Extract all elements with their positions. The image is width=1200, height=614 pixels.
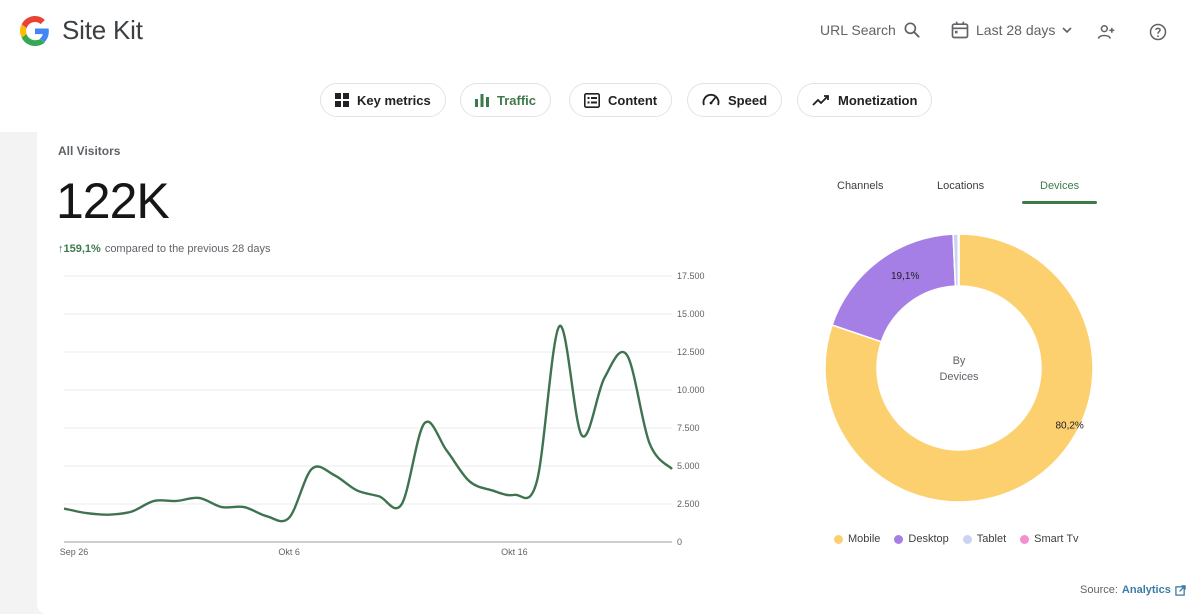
calendar-icon [951, 21, 969, 39]
active-tab-indicator [1022, 201, 1097, 204]
chip-traffic[interactable]: Traffic [460, 83, 552, 117]
list-icon [584, 92, 600, 108]
slice-label: 80,2% [1055, 420, 1083, 431]
grid-icon [335, 93, 349, 107]
add-user-button[interactable] [1096, 22, 1116, 42]
trending-up-icon [812, 95, 829, 106]
legend-dot [834, 534, 843, 544]
chevron-down-icon [1062, 27, 1072, 34]
legend-label: Tablet [976, 533, 1007, 545]
y-tick-label: 7.500 [677, 423, 700, 433]
section-title: All Visitors [58, 144, 121, 158]
x-tick-label: Okt 16 [501, 547, 528, 557]
source-attribution: Source: Analytics [1080, 584, 1186, 596]
devices-donut-chart: 80,2% 19,1% By Devices [824, 233, 1094, 503]
legend-item-tablet[interactable]: Tablet [962, 533, 1007, 545]
donut-center-line1: By [953, 355, 966, 367]
chip-speed[interactable]: Speed [687, 83, 783, 117]
tab-locations[interactable]: Locations [937, 180, 985, 192]
x-tick-label: Sep 26 [60, 547, 89, 557]
legend-item-desktop[interactable]: Desktop [894, 533, 949, 545]
search-icon [904, 22, 920, 38]
help-icon [1149, 23, 1167, 41]
legend-dot [894, 534, 904, 544]
chip-label: Speed [728, 92, 768, 108]
chip-label: Content [608, 92, 658, 108]
date-range-label: Last 28 days [976, 22, 1056, 38]
brand[interactable]: Site Kit [20, 15, 143, 46]
x-tick-label: Okt 6 [278, 547, 300, 557]
chip-label: Monetization [838, 92, 918, 108]
donut-center-line2: Devices [939, 371, 979, 383]
help-button[interactable] [1148, 22, 1168, 42]
change-suffix: compared to the previous 28 days [104, 243, 271, 255]
visitors-line-chart: 17.500 15.000 12.500 10.000 7.500 5.000 2.500 0… [60, 271, 705, 557]
y-tick-label: 10.000 [677, 385, 705, 395]
section-nav: Key metrics Traffic Content Speed Moneti… [0, 83, 1200, 119]
visitors-change: ↑159,1% compared to the previous 28 days [58, 243, 271, 255]
y-tick-label: 17.500 [677, 271, 705, 281]
slice-label: 19,1% [891, 271, 919, 282]
legend-item-mobile[interactable]: Mobile [834, 533, 880, 545]
legend-item-smart-tv[interactable]: Smart Tv [1020, 533, 1079, 545]
chip-monetization[interactable]: Monetization [797, 83, 933, 117]
y-tick-label: 12.500 [677, 347, 705, 357]
date-range-selector[interactable]: Last 28 days [950, 20, 1073, 40]
traffic-card [37, 132, 1200, 614]
tab-channels[interactable]: Channels [837, 180, 884, 192]
change-percent: ↑159,1% [58, 243, 101, 255]
source-label: Source: [1080, 584, 1118, 596]
donut-slice-mobile[interactable] [824, 233, 1094, 503]
y-tick-label: 2.500 [677, 499, 700, 509]
legend-label: Smart Tv [1034, 533, 1079, 545]
y-tick-label: 15.000 [677, 309, 705, 319]
url-search-label: URL Search [820, 22, 896, 38]
legend-dot [1020, 534, 1030, 544]
brand-name: Site Kit [62, 15, 143, 45]
legend-dot [962, 534, 972, 544]
google-logo-icon [20, 15, 49, 46]
legend-label: Mobile [848, 533, 881, 545]
bar-chart-icon [475, 94, 489, 107]
header: Site Kit URL Search Last 28 days [0, 0, 1200, 66]
total-visitors: 122K [56, 173, 170, 229]
devices-legend: Mobile Desktop Tablet Smart Tv [834, 533, 1079, 545]
tab-devices[interactable]: Devices [1040, 180, 1080, 192]
legend-label: Desktop [908, 533, 949, 545]
visitors-series-line [63, 324, 673, 523]
y-tick-label: 5.000 [677, 461, 700, 471]
breakdown-tabs: Channels Locations Devices [820, 180, 1120, 206]
add-user-icon [1097, 25, 1115, 39]
y-tick-label: 0 [677, 537, 682, 547]
external-link-icon[interactable] [1175, 584, 1186, 596]
url-search-button[interactable]: URL Search [820, 20, 922, 40]
chip-label: Key metrics [357, 92, 431, 108]
donut-slice-desktop[interactable] [831, 233, 957, 343]
chip-key-metrics[interactable]: Key metrics [320, 83, 446, 117]
speedometer-icon [702, 93, 720, 106]
analytics-link[interactable]: Analytics [1121, 584, 1171, 596]
chip-label: Traffic [497, 92, 537, 108]
chip-content[interactable]: Content [569, 83, 673, 117]
donut-slice-smart-tv[interactable] [957, 233, 960, 287]
